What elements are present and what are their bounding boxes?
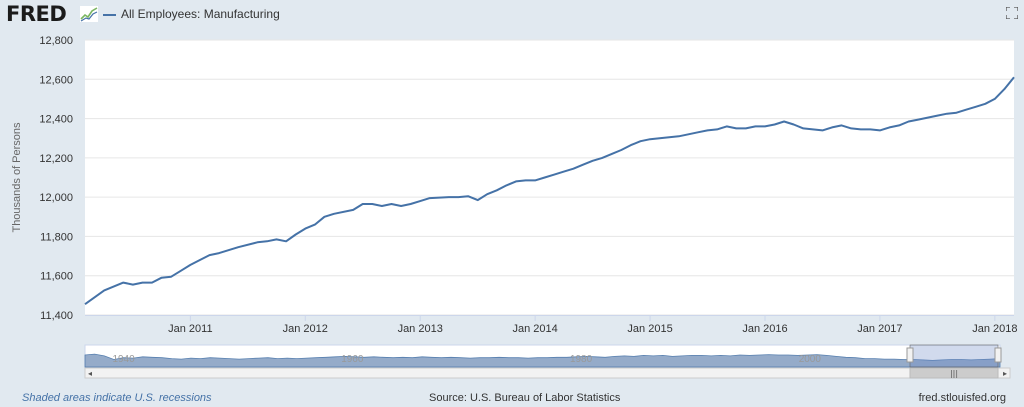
recession-note: Shaded areas indicate U.S. recessions <box>22 392 212 404</box>
y-tick-label: 11,600 <box>40 271 73 283</box>
legend-swatch <box>103 14 116 16</box>
scrollbar-track[interactable] <box>84 367 1011 379</box>
scroll-right-icon[interactable]: ▸ <box>1003 369 1007 378</box>
y-axis-label: Thousands of Persons <box>11 122 23 233</box>
x-tick-label: Jan 2015 <box>627 323 672 335</box>
x-tick-label: Jan 2014 <box>513 323 558 335</box>
site-link[interactable]: fred.stlouisfed.org <box>918 392 1006 404</box>
line-chart: 11,400 11,600 11,800 12,000 12,200 12,400 12,6… <box>11 35 1017 379</box>
navigator-tick-label: 1980 <box>570 354 593 365</box>
y-tick-label: 12,400 <box>39 114 73 126</box>
chart-header: FRED All Employees: Manufacturing <box>0 0 1024 30</box>
navigator-handle-right[interactable] <box>994 347 1002 363</box>
y-tick-label: 12,800 <box>39 35 73 47</box>
y-tick-label: 12,000 <box>39 192 73 204</box>
x-tick-label: Jan 2017 <box>857 323 902 335</box>
x-tick-label: Jan 2016 <box>742 323 787 335</box>
y-tick-label: 11,800 <box>40 231 73 243</box>
x-tick-label: Jan 2013 <box>398 323 443 335</box>
scrollbar-grip-icon: ||| <box>950 369 958 378</box>
navigator-selection[interactable] <box>909 344 999 368</box>
scroll-left-icon[interactable]: ◂ <box>88 369 92 378</box>
series-line <box>84 76 1015 306</box>
y-tick-label: 12,200 <box>39 153 73 165</box>
y-tick-label: 12,600 <box>39 74 73 86</box>
navigator-series <box>84 353 1001 368</box>
source-note: Source: U.S. Bureau of Labor Statistics <box>429 392 621 404</box>
navigator-tick-label: 1960 <box>341 354 364 365</box>
scrollbar-thumb[interactable] <box>909 367 999 379</box>
plot-area <box>85 40 1014 315</box>
navigator-tick-label: 2000 <box>799 354 822 365</box>
x-tick-label: Jan 2012 <box>283 323 328 335</box>
navigator-tick-label: 1940 <box>112 354 135 365</box>
fred-logo[interactable]: FRED <box>6 2 67 26</box>
legend-series-label: All Employees: Manufacturing <box>121 7 280 21</box>
fullscreen-icon[interactable] <box>1006 7 1018 19</box>
x-tick-label: Jan 2018 <box>972 323 1017 335</box>
navigator-handle-left[interactable] <box>906 347 914 363</box>
fred-graph-icon <box>80 6 98 22</box>
y-tick-label: 11,400 <box>40 310 73 322</box>
x-tick-label: Jan 2011 <box>168 323 212 335</box>
